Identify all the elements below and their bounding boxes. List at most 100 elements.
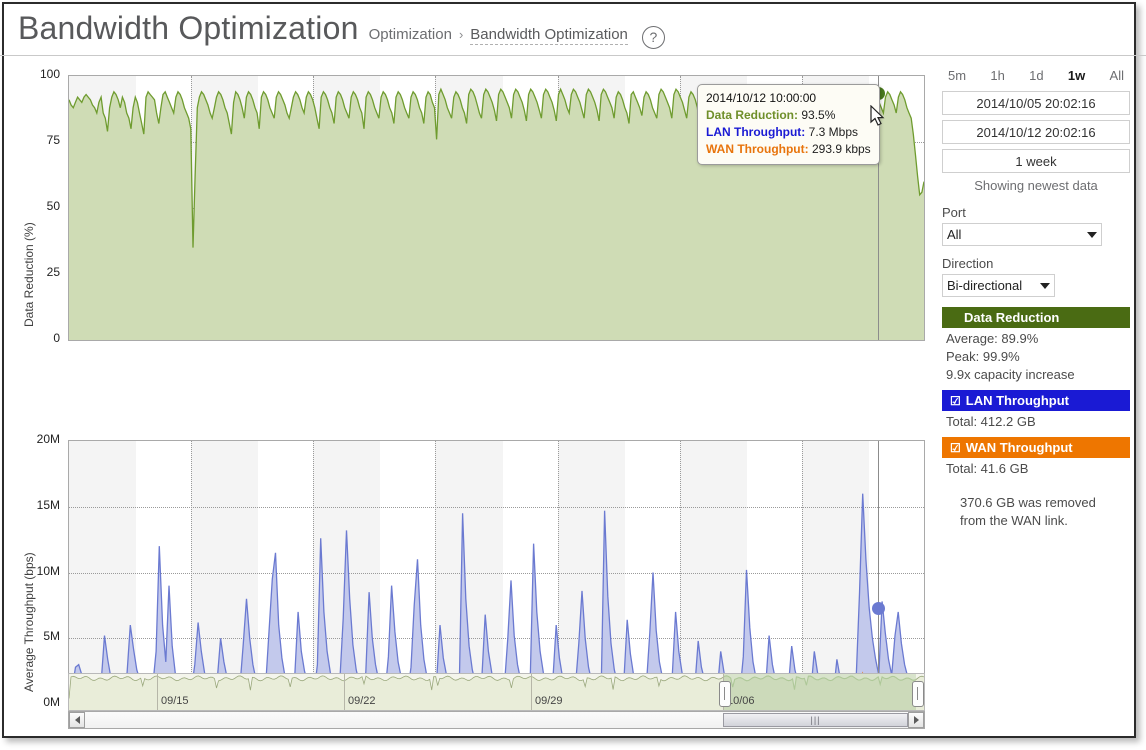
chart-gridline-horizontal [69, 506, 924, 508]
legend-lan-throughput[interactable]: ☑ LAN Throughput [942, 390, 1130, 411]
end-time-field[interactable]: 2014/10/12 20:02:16 [942, 120, 1130, 144]
duration-field[interactable]: 1 week [942, 149, 1130, 173]
navigator-handle-right[interactable] [912, 681, 924, 707]
data-status-text: Showing newest data [974, 178, 1098, 193]
y-axis-tick: 20M [36, 432, 60, 446]
navigator-gridline [344, 674, 345, 710]
legend-checkbox-icon[interactable]: ☑ [950, 440, 961, 455]
scroll-right-button[interactable] [908, 712, 924, 728]
tooltip-row-value: 293.9 kbps [808, 142, 871, 156]
chart-gridline-vertical [679, 441, 681, 704]
chart-crosshair [878, 441, 879, 704]
tooltip-row: LAN Throughput: 7.3 Mbps [706, 124, 871, 141]
breadcrumb-parent[interactable]: Optimization [368, 26, 452, 43]
mouse-cursor-icon [870, 105, 885, 126]
navigator-tick-label: 09/15 [161, 695, 189, 707]
navigator-gridline [531, 674, 532, 710]
port-label: Port [942, 205, 966, 220]
y-axis-tick: 100 [39, 67, 60, 81]
tooltip-timestamp: 2014/10/12 10:00:00 [706, 91, 817, 105]
y-axis-tick: 5M [43, 629, 60, 644]
navigator-tick-label: 09/22 [348, 695, 376, 707]
tooltip-row: WAN Throughput: 293.9 kbps [706, 141, 871, 158]
chart-gridline-vertical [557, 441, 559, 704]
direction-label: Direction [942, 256, 994, 271]
port-select[interactable]: All [942, 223, 1102, 246]
tooltip-row: Data Reduction: 93.5% [706, 107, 871, 124]
legend-label: WAN Throughput [965, 440, 1073, 455]
navigator-gridline [157, 674, 158, 710]
time-range-tab-1h[interactable]: 1h [990, 68, 1005, 83]
scrollbar-grip-icon: ||| [810, 715, 821, 725]
chart-gridline-horizontal [69, 572, 924, 574]
tooltip-row-key: LAN Throughput: [706, 125, 806, 139]
help-icon[interactable]: ? [641, 25, 665, 49]
chart-gridline-vertical [313, 441, 315, 704]
y-axis-tick: 15M [36, 497, 60, 512]
legend-stat: Total: 412.2 GB [946, 414, 1036, 429]
page-header: Bandwidth Optimization Optimization › Ba… [0, 0, 1146, 56]
time-range-tab-1d[interactable]: 1d [1029, 68, 1044, 83]
tooltip-row-value: 93.5% [798, 108, 836, 122]
chevron-left-icon [74, 716, 80, 724]
chart-crosshair [878, 76, 879, 340]
title-row: Bandwidth Optimization Optimization › Ba… [18, 10, 665, 49]
chart-gridline-vertical [191, 441, 193, 704]
y-axis-tick: 75 [46, 133, 60, 147]
tooltip-row-value: 7.3 Mbps [805, 125, 859, 139]
plot-area-throughput[interactable] [68, 440, 925, 705]
legend-checkbox-icon[interactable]: ☑ [950, 393, 961, 408]
navigator-handle-left[interactable] [719, 681, 731, 707]
control-sidebar: 5m 1h 1d 1w All 2014/10/05 20:02:16 2014/10/… [938, 62, 1134, 530]
start-time-field[interactable]: 2014/10/05 20:02:16 [942, 91, 1130, 115]
legend-data-reduction[interactable]: Data Reduction [942, 307, 1130, 328]
legend-stat: Peak: 99.9% [946, 349, 1020, 364]
port-select-value: All [947, 227, 962, 242]
legend-blocks: Data Reduction Average: 89.9% Peak: 99.9% 9… [938, 307, 1134, 484]
chart-gridline-vertical [801, 441, 803, 704]
tooltip-row-key: WAN Throughput: [706, 142, 809, 156]
breadcrumb: Optimization › Bandwidth Optimization ? [368, 23, 665, 49]
y-axis-tick: 0M [43, 695, 60, 709]
legend-stat: Average: 89.9% [946, 331, 1039, 346]
chart-gridline-horizontal [69, 638, 924, 640]
page-title: Bandwidth Optimization [18, 10, 359, 46]
chevron-right-icon [913, 716, 919, 724]
chart-gridline-vertical [435, 441, 437, 704]
time-range-tab-1w[interactable]: 1w [1067, 68, 1086, 83]
y-axis-tick: 25 [46, 265, 60, 279]
marker-lan-throughput [871, 601, 885, 615]
tooltip-row-key: Data Reduction: [706, 108, 799, 122]
savings-note-line2: from the WAN link. [960, 513, 1068, 528]
legend-stat: 9.9x capacity increase [946, 367, 1075, 382]
scroll-left-button[interactable] [69, 712, 85, 728]
chevron-down-icon [1040, 282, 1050, 289]
time-range-tabs: 5m 1h 1d 1w All [938, 62, 1134, 91]
direction-select-value: Bi-directional [947, 278, 1023, 293]
chart-tooltip: 2014/10/12 10:00:00 Data Reduction: 93.5… [697, 84, 880, 165]
navigator-selection[interactable] [723, 674, 916, 710]
time-range-tab-all[interactable]: All [1109, 68, 1124, 83]
time-navigator[interactable]: 09/15 09/22 09/29 10/06 [68, 673, 925, 711]
navigator-tick-label: 10/06 [727, 695, 755, 707]
horizontal-scrollbar[interactable]: ||| [68, 711, 925, 729]
y-axis-tick: 0 [53, 331, 60, 345]
breadcrumb-separator-icon: › [458, 27, 464, 42]
legend-label: Data Reduction [964, 310, 1060, 325]
breadcrumb-current[interactable]: Bandwidth Optimization [470, 26, 628, 45]
charts-region: Data Reduction (%) 0 25 50 75 100 Average Th… [0, 57, 934, 733]
series-wan-throughput [69, 671, 924, 704]
legend-label: LAN Throughput [965, 393, 1070, 408]
time-range-tab-5m[interactable]: 5m [948, 68, 967, 83]
legend-wan-throughput[interactable]: ☑ WAN Throughput [942, 437, 1130, 458]
savings-note-line1: 370.6 GB was removed [960, 495, 1096, 510]
navigator-tick-label: 09/29 [535, 695, 563, 707]
legend-stat: Total: 41.6 GB [946, 461, 1029, 476]
y-axis-tick: 50 [46, 199, 60, 213]
scrollbar-thumb[interactable]: ||| [723, 713, 908, 727]
y-axis-tick: 10M [36, 563, 60, 578]
direction-select[interactable]: Bi-directional [942, 274, 1055, 297]
chevron-down-icon [1087, 231, 1097, 238]
